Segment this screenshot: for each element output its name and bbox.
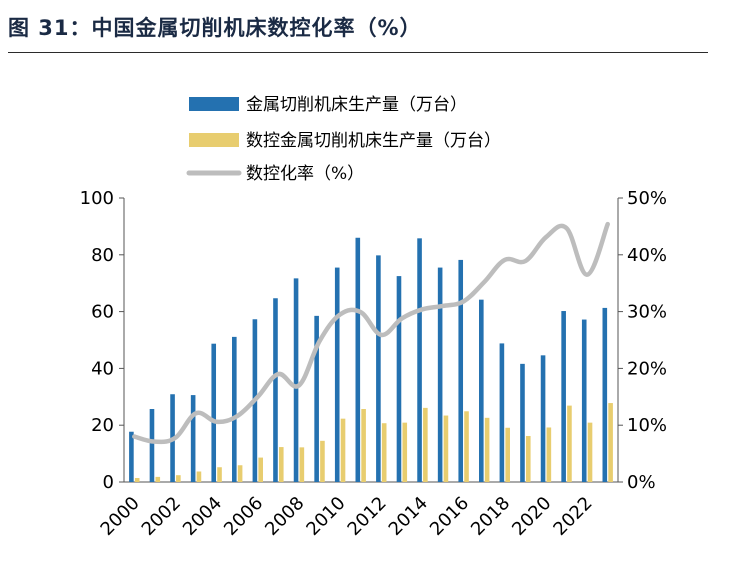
x-tick-label: 2006 [220,493,267,540]
bar-cnc-2012 [381,423,387,482]
right-tick-label: 50% [627,188,667,209]
x-tick-label: 2010 [302,493,349,540]
bar-cnc-2009 [320,440,325,482]
x-tick-label: 2000 [97,493,144,540]
legend-swatch-cnc [189,133,239,147]
bar-total-2009 [314,315,319,482]
left-tick-label: 100 [80,188,114,209]
bar-cnc-2020 [546,427,552,482]
bar-total-2001 [149,409,155,482]
bar-cnc-2003 [196,471,202,482]
bar-total-2011 [355,237,361,482]
x-tick-label: 2008 [261,493,308,540]
title-divider [8,52,708,53]
right-tick-label: 20% [627,358,667,379]
x-tick-label: 2020 [508,493,555,540]
x-tick-label: 2014 [385,493,432,540]
right-tick-label: 40% [627,245,667,266]
left-tick-label: 60 [91,302,114,323]
x-tick-label: 2002 [138,493,185,540]
x-tick-label: 2012 [344,493,391,540]
bar-cnc-2005 [237,465,243,482]
x-tick-label: 2018 [467,493,514,540]
right-tick-label: 10% [627,415,667,436]
left-tick-label: 80 [91,245,114,266]
x-tick-label: 2016 [426,493,473,540]
bar-cnc-2011 [361,409,366,482]
bar-cnc-2022 [587,422,593,482]
rate-line [132,221,610,445]
bar-total-2019 [520,363,525,482]
legend-swatch-total [189,97,239,111]
bar-cnc-2013 [402,422,408,482]
bar-cnc-2004 [217,467,222,482]
bar-cnc-2019 [525,435,531,482]
bar-cnc-2015 [443,415,449,482]
left-tick-label: 40 [91,358,114,379]
bar-total-2016 [458,259,464,482]
bar-cnc-2000 [134,478,140,482]
bar-total-2003 [190,395,196,482]
bar-total-2015 [437,267,443,482]
bar-total-2012 [376,255,381,482]
bar-total-2017 [479,299,484,482]
bar-total-2004 [211,343,217,482]
bar-total-2021 [561,311,566,482]
bar-cnc-2006 [258,457,263,482]
bar-cnc-2016 [464,411,469,482]
bar-total-2000 [129,431,134,482]
bar-total-2023 [602,307,608,482]
bar-cnc-2021 [567,405,572,482]
bar-total-2007 [273,298,278,482]
bar-cnc-2001 [155,476,161,482]
left-tick-label: 20 [91,415,114,436]
bar-cnc-2007 [278,447,284,482]
figure-title: 图 31：中国金属切削机床数控化率（%） [8,16,422,40]
bar-total-2014 [417,238,422,482]
legend-label: 金属切削机床生产量（万台） [246,95,467,115]
legend-label: 数控化率（%） [246,164,364,184]
bar-total-2013 [396,276,402,482]
legend-label: 数控金属切削机床生产量（万台） [246,131,501,151]
bar-total-2020 [540,355,546,482]
bar-total-2005 [232,336,237,482]
right-tick-label: 30% [627,302,667,323]
bar-cnc-2014 [423,407,428,482]
left-tick-label: 0 [103,472,114,493]
x-tick-label: 2022 [549,493,596,540]
bar-total-2018 [499,343,505,482]
bar-cnc-2023 [608,403,613,482]
bar-cnc-2002 [176,475,181,482]
bar-cnc-2010 [340,418,346,482]
bar-cnc-2008 [299,447,305,482]
x-tick-label: 2004 [179,493,226,540]
bar-total-2022 [581,319,587,482]
bar-cnc-2018 [505,427,510,482]
bar-total-2010 [334,267,340,482]
right-tick-label: 0% [627,472,656,493]
bar-cnc-2017 [484,417,490,482]
bar-total-2008 [293,278,299,482]
